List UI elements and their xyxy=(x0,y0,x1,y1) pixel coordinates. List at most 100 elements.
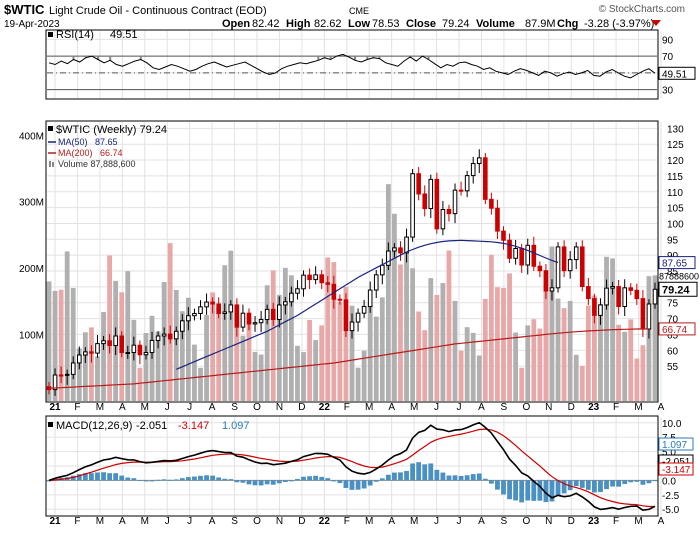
low-label: Low xyxy=(348,18,370,30)
price-tick-label: 65 xyxy=(667,330,679,341)
x-tick-label: O xyxy=(522,516,530,527)
rsi-label: RSI(14) xyxy=(56,29,94,41)
volume-bar xyxy=(488,254,494,401)
candle-up xyxy=(549,287,555,292)
macd-histogram-bar xyxy=(404,470,409,481)
candle-down xyxy=(137,344,143,356)
volume-bar xyxy=(440,283,446,401)
volume-bar xyxy=(76,348,82,401)
volume-bar xyxy=(361,350,367,401)
volume-bar xyxy=(464,327,470,401)
candle-up xyxy=(646,303,652,330)
volume-bar xyxy=(355,367,361,401)
x-tick-label: M xyxy=(365,516,373,527)
x-tick-label: F xyxy=(74,516,80,527)
volume-bar xyxy=(64,251,70,401)
macd-histogram-bar xyxy=(113,473,119,481)
candle-up xyxy=(555,246,561,289)
volume-bar xyxy=(192,344,197,401)
volume-bar xyxy=(210,292,216,401)
x-tick-label: J xyxy=(434,402,439,413)
macd-tick-label: -5.0 xyxy=(662,505,680,516)
candle-up xyxy=(149,339,155,353)
rsi-tick-label: 70 xyxy=(662,52,674,63)
price-tick-label: 100 xyxy=(667,219,684,230)
price-tick-label: 125 xyxy=(667,140,684,151)
ma50-tag xyxy=(658,256,696,270)
price-tick-label: 60 xyxy=(667,346,679,357)
volume-bar xyxy=(143,333,149,401)
macd-histogram-bar xyxy=(422,464,428,481)
volume-bar xyxy=(640,345,646,401)
macd-line xyxy=(48,421,656,512)
volume-bar xyxy=(501,287,506,401)
ma50-line xyxy=(176,239,559,370)
candle-down xyxy=(119,335,125,353)
macd-histogram-bar xyxy=(289,480,294,482)
macd-histogram-bar xyxy=(652,480,658,482)
volume-bar xyxy=(301,352,306,401)
macd-histogram-bar xyxy=(295,478,300,481)
macd-histogram-bar xyxy=(392,472,397,481)
volume-bar xyxy=(416,311,422,401)
x-tick-label: O xyxy=(522,402,530,413)
volume-bar xyxy=(131,319,137,401)
candle-up xyxy=(525,244,531,266)
volume-bar xyxy=(216,306,222,401)
macd-histogram-bar xyxy=(252,480,258,486)
macd-histogram-bar xyxy=(440,472,446,481)
x-tick-label: M xyxy=(141,516,149,527)
candle-up xyxy=(295,288,300,294)
macd-histogram-bar xyxy=(428,463,434,481)
volume-bar xyxy=(331,262,337,401)
macd-histogram-bar xyxy=(46,480,52,482)
macd-histogram-bar xyxy=(89,473,94,481)
rsi-panel xyxy=(45,29,659,100)
x-tick-label: S xyxy=(501,402,508,413)
candle-up xyxy=(476,157,482,165)
macd-histogram-bar xyxy=(367,480,373,486)
macd-histogram-bar xyxy=(210,475,216,481)
candle-down xyxy=(537,265,543,272)
macd-histogram-bar xyxy=(264,480,270,485)
candle-up xyxy=(192,312,197,317)
volume-bar xyxy=(598,303,603,401)
candle-up xyxy=(198,306,203,314)
volume-bar xyxy=(379,297,385,401)
x-tick-label: O xyxy=(253,516,261,527)
candle-up xyxy=(567,259,573,272)
x-tick-label: A xyxy=(388,402,395,413)
volume-bar xyxy=(264,285,270,401)
volume-bar xyxy=(125,271,131,401)
macd-histogram-bar xyxy=(519,480,525,503)
high-value: 82.62 xyxy=(314,18,342,30)
macd-histogram-bar xyxy=(525,480,531,501)
macd-hist-tag-text: 1.097 xyxy=(662,440,687,451)
watermark: © StockCharts.com xyxy=(599,4,685,15)
macd-hist-tag xyxy=(658,437,694,451)
macd-histogram-bar xyxy=(573,480,579,487)
x-tick-label: J xyxy=(434,516,439,527)
candle-up xyxy=(452,189,458,215)
candle-up xyxy=(83,351,88,356)
candle-up xyxy=(204,301,209,308)
volume-bar xyxy=(246,317,252,401)
volume-bar xyxy=(592,295,597,401)
price-tick-label: 130 xyxy=(667,124,684,135)
macd-tick-label: -2.5 xyxy=(662,491,680,502)
volume-bar xyxy=(179,311,185,401)
x-tick-label: A xyxy=(209,516,216,527)
candle-up xyxy=(301,274,306,290)
macd-histogram-bar xyxy=(592,480,597,493)
volume-bar xyxy=(555,298,561,401)
x-tick-label: 23 xyxy=(588,516,600,527)
candle-down xyxy=(507,239,512,259)
macd-histogram-bar xyxy=(276,480,282,484)
candle-down xyxy=(628,287,634,291)
volume-bar xyxy=(270,270,276,401)
candle-up xyxy=(64,373,70,376)
volume-bar xyxy=(634,358,640,401)
volume-bar xyxy=(585,305,591,401)
x-tick-label: M xyxy=(634,402,642,413)
